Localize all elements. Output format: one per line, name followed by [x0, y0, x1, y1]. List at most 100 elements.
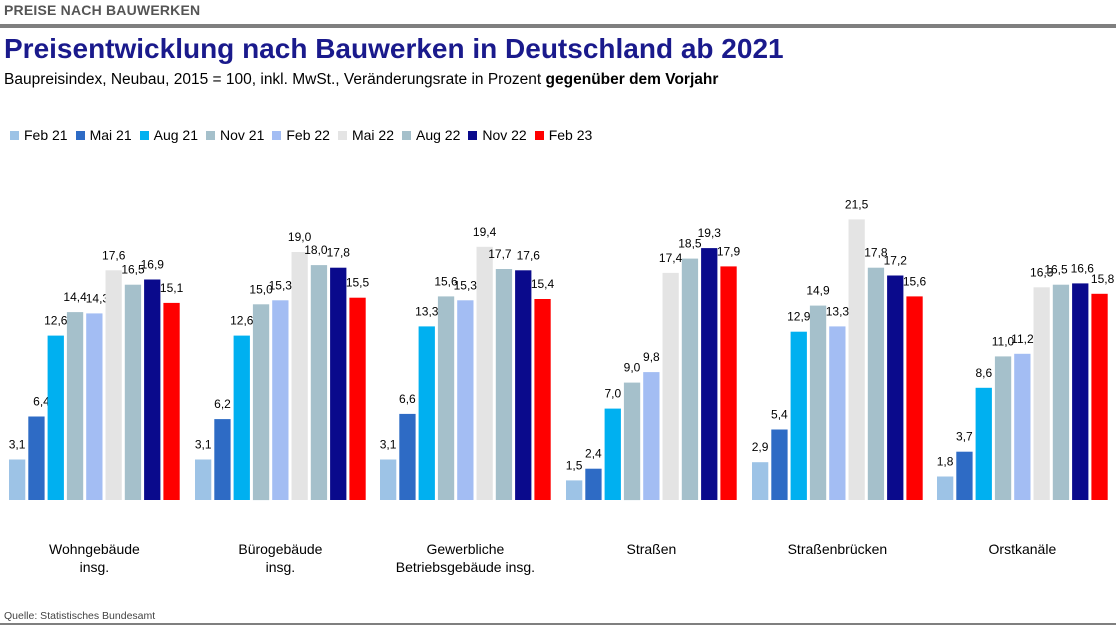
legend-label: Aug 22: [415, 127, 461, 143]
bar: [566, 480, 583, 500]
bar: [310, 265, 328, 500]
data-label: 17,7: [488, 247, 512, 261]
legend-item: Feb 22: [272, 127, 330, 143]
category-label: Straßen: [626, 541, 676, 557]
bar: [1014, 353, 1031, 500]
bar: [1072, 283, 1089, 500]
bar: [195, 459, 212, 500]
bar: [437, 296, 455, 500]
data-label: 17,8: [327, 246, 351, 260]
bar: [28, 416, 45, 500]
bar: [681, 258, 699, 500]
source-note: Quelle: Statistisches Bundesamt: [4, 610, 156, 622]
data-label: 3,1: [195, 438, 212, 452]
data-label: 7,0: [604, 387, 621, 401]
bar: [771, 429, 788, 500]
data-label: 13,3: [826, 304, 850, 318]
bar: [701, 248, 718, 500]
bar: [457, 300, 474, 500]
data-label: 1,8: [937, 455, 954, 469]
data-label: 2,9: [752, 440, 769, 454]
legend-item: Feb 21: [10, 127, 68, 143]
legend-item: Mai 21: [75, 127, 132, 143]
data-label: 16,3: [1030, 265, 1054, 279]
category-label: Straßenbrücken: [788, 541, 888, 557]
chart-title: Preisentwicklung nach Bauwerken in Deuts…: [4, 33, 784, 64]
data-label: 3,1: [9, 438, 26, 452]
data-label: 6,6: [399, 392, 416, 406]
bar: [790, 331, 807, 500]
section-label: PREISE NACH BAUWERKEN: [4, 2, 201, 18]
data-label: 12,6: [230, 314, 254, 328]
data-label: 14,9: [806, 284, 830, 298]
category-label: insg.: [266, 559, 296, 575]
legend-swatch: [337, 130, 347, 140]
data-label: 15,0: [249, 282, 273, 296]
data-label: 16,5: [121, 263, 145, 277]
legend-label: Feb 22: [286, 127, 330, 143]
category-label: Betriebsgebäude insg.: [396, 559, 535, 575]
legend-label: Nov 21: [220, 127, 265, 143]
data-label: 17,2: [884, 254, 908, 268]
top-divider: [0, 24, 1116, 28]
data-label: 12,6: [44, 314, 68, 328]
data-label: 3,1: [380, 438, 397, 452]
legend-label: Nov 22: [482, 127, 527, 143]
data-label: 17,6: [517, 248, 541, 262]
bar: [937, 476, 954, 500]
data-label: 15,3: [269, 278, 293, 292]
data-label: 17,6: [102, 248, 126, 262]
bar: [105, 270, 122, 500]
legend-swatch: [206, 130, 215, 140]
bar: [1033, 287, 1050, 500]
bar: [214, 419, 231, 500]
data-label: 8,6: [975, 366, 992, 380]
bar: [752, 462, 769, 500]
data-label: 9,0: [624, 361, 641, 375]
data-label: 15,6: [434, 274, 458, 288]
bar: [887, 275, 904, 500]
data-label: 17,4: [659, 251, 683, 265]
bar: [994, 356, 1012, 500]
legend-label: Mai 21: [89, 127, 132, 143]
legend-swatch: [10, 130, 19, 140]
bar: [585, 468, 602, 500]
data-label: 16,6: [1071, 261, 1095, 275]
bar: [1091, 293, 1108, 500]
data-label: 21,5: [845, 197, 869, 211]
bar: [86, 313, 103, 500]
legend-item: Feb 23: [534, 127, 593, 143]
data-label: 15,3: [454, 278, 478, 292]
bar: [124, 284, 142, 500]
data-label: 5,4: [771, 408, 788, 422]
data-label: 1,5: [566, 458, 583, 472]
bar: [534, 299, 551, 500]
data-label: 15,5: [346, 276, 370, 290]
data-label: 3,7: [956, 430, 973, 444]
data-label: 13,3: [415, 304, 439, 318]
data-label: 14,4: [63, 290, 87, 304]
data-label: 15,6: [903, 274, 927, 288]
legend-label: Feb 23: [548, 127, 593, 143]
bar: [975, 387, 992, 500]
subtitle-text: Baupreisindex, Neubau, 2015 = 100, inkl.…: [4, 71, 546, 88]
data-label: 15,8: [1091, 272, 1115, 286]
data-label: 19,4: [473, 225, 497, 239]
data-label: 16,9: [141, 258, 165, 272]
data-label: 18,0: [304, 243, 328, 257]
data-label: 9,8: [643, 350, 660, 364]
bar: [643, 372, 660, 500]
bar: [291, 252, 308, 500]
data-label: 15,4: [531, 277, 555, 291]
legend-item: Aug 21: [139, 127, 198, 143]
data-label: 2,4: [585, 447, 602, 461]
bar: [956, 451, 973, 500]
legend-swatch: [401, 130, 411, 140]
bar: [604, 408, 621, 500]
legend-swatch: [272, 130, 282, 140]
bar: [867, 267, 885, 500]
data-label: 16,5: [1044, 263, 1068, 277]
legend-swatch: [534, 130, 544, 140]
bar: [809, 305, 827, 500]
bar: [848, 219, 865, 500]
